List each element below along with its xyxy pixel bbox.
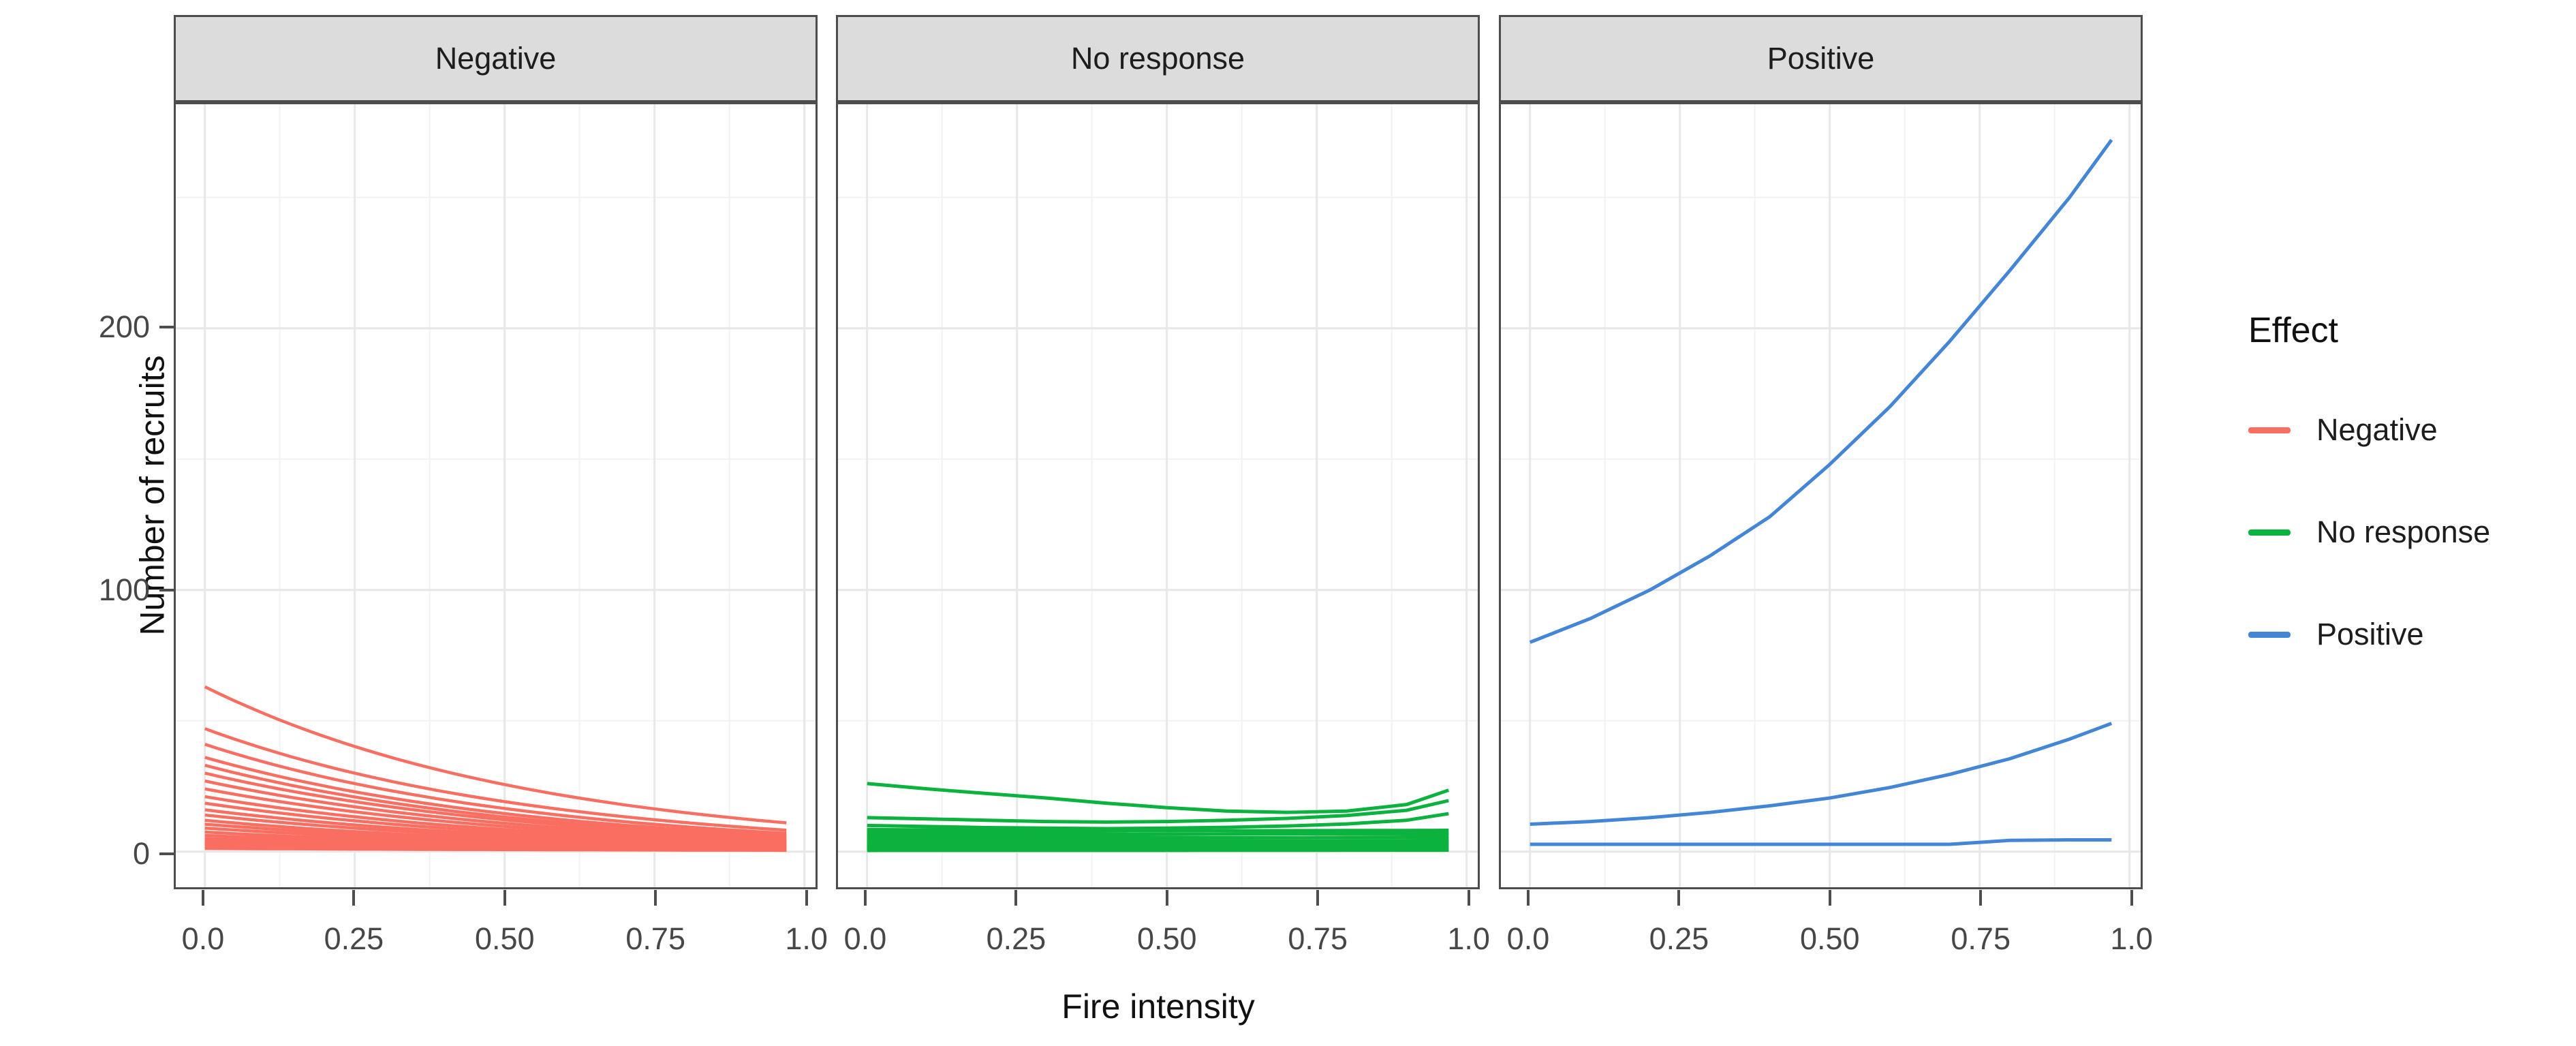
data-line <box>1530 837 2112 846</box>
x-tick-label: 0.25 <box>986 921 1046 956</box>
y-tick-label: 200 <box>98 309 150 345</box>
legend-item: Positive <box>2248 617 2490 652</box>
x-tick-label: 0.0 <box>1506 921 1550 956</box>
legend-swatch-line-icon <box>2248 631 2291 638</box>
legend: Effect Negative No response Positive <box>2248 310 2490 719</box>
x-tick-mark <box>1165 890 1168 906</box>
x-tick-mark <box>1677 890 1681 906</box>
x-tick-mark <box>503 890 506 906</box>
data-line <box>867 828 1449 833</box>
legend-title: Effect <box>2248 311 2339 350</box>
x-tick-label: 0.25 <box>1649 921 1709 956</box>
x-tick-mark <box>1979 890 1983 906</box>
data-line <box>867 832 1449 837</box>
legend-item-label: Positive <box>2316 617 2424 651</box>
x-tick-mark <box>201 890 204 906</box>
data-line <box>204 771 787 840</box>
panel-plot-negative <box>174 102 818 889</box>
x-tick-label: 0.50 <box>1799 921 1860 956</box>
x-tick-label: 0.50 <box>474 921 535 956</box>
y-tick-mark <box>159 326 174 329</box>
x-tick-mark <box>654 890 657 906</box>
strip-label: Negative <box>435 41 557 76</box>
strip-label: Positive <box>1767 41 1875 76</box>
data-line <box>867 812 1449 831</box>
x-tick-label: 0.50 <box>1136 921 1197 956</box>
legend-item-label: No response <box>2316 514 2491 549</box>
x-tick-label: 0.0 <box>181 921 225 956</box>
x-tick-mark <box>863 890 867 906</box>
y-tick-mark <box>159 589 174 592</box>
legend-item: No response <box>2248 514 2490 550</box>
x-tick-mark <box>1526 890 1530 906</box>
x-tick-label: 1.0 <box>1447 921 1490 956</box>
x-tick-label: 0.75 <box>625 921 685 956</box>
legend-item: Negative <box>2248 412 2490 448</box>
data-line <box>1529 138 2113 644</box>
data-line <box>204 846 787 852</box>
data-line <box>867 835 1449 840</box>
strip-label: No response <box>1070 41 1245 76</box>
panel-plot-positive <box>1499 102 2143 889</box>
panel-plot-no-response <box>836 102 1480 889</box>
data-line <box>867 839 1449 844</box>
facet-strip-positive: Positive <box>1499 15 2143 102</box>
data-line <box>204 685 787 825</box>
facet-strip-negative: Negative <box>174 15 818 102</box>
x-tick-label: 0.75 <box>1288 921 1348 956</box>
x-tick-mark <box>805 890 808 906</box>
x-tick-label: 0.25 <box>324 921 384 956</box>
legend-item-label: Negative <box>2316 412 2438 447</box>
data-line <box>867 782 1450 814</box>
x-tick-mark <box>1467 890 1470 906</box>
x-tick-mark <box>352 890 356 906</box>
legend-swatch-line-icon <box>2248 529 2291 536</box>
data-line <box>867 842 1449 847</box>
data-line <box>204 743 787 835</box>
x-tick-label: 1.0 <box>785 921 828 956</box>
x-tick-mark <box>1828 890 1831 906</box>
x-tick-mark <box>2130 890 2133 906</box>
data-line <box>1530 722 2113 826</box>
x-tick-mark <box>1014 890 1018 906</box>
facet-strip-no-response: No response <box>836 15 1480 102</box>
x-tick-label: 0.75 <box>1951 921 2011 956</box>
x-tick-label: 1.0 <box>2110 921 2153 956</box>
data-line <box>204 727 787 832</box>
data-line <box>867 799 1449 824</box>
x-tick-label: 0.0 <box>843 921 887 956</box>
x-tick-mark <box>1316 890 1320 906</box>
data-line <box>204 779 787 842</box>
legend-swatch-line-icon <box>2248 427 2291 433</box>
y-tick-label: 100 <box>98 572 150 608</box>
x-axis-title: Fire intensity <box>1061 987 1255 1026</box>
data-line <box>204 787 787 843</box>
data-line <box>204 756 787 837</box>
y-tick-mark <box>159 852 174 855</box>
y-tick-label: 0 <box>132 835 150 871</box>
